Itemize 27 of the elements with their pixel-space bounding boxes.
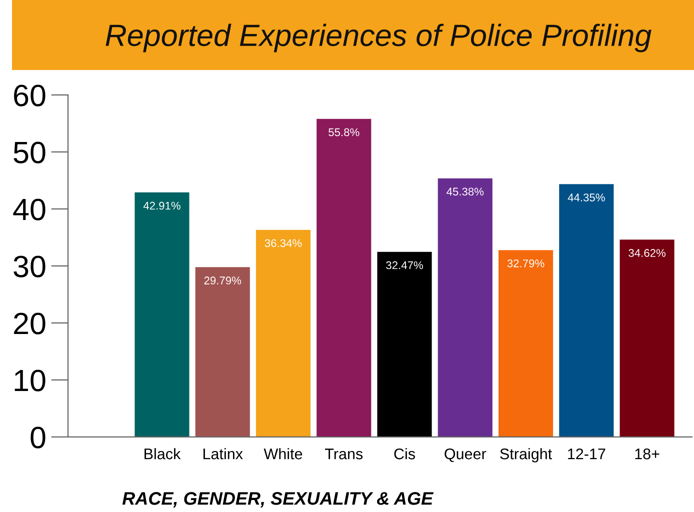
x-tick-label: Trans <box>324 448 363 460</box>
y-tick-label: 30 <box>14 256 46 278</box>
data-label: 32.79% <box>507 259 544 268</box>
x-tick-label: Queer <box>444 448 486 462</box>
data-label: 34.62% <box>628 249 666 257</box>
x-tick-label: Cis <box>394 448 415 460</box>
data-label: 45.38% <box>446 188 484 196</box>
x-tick-label: Black <box>144 448 181 460</box>
y-tick-label: 0 <box>30 426 46 448</box>
x-tick-label: 12-17 <box>568 448 606 460</box>
x-tick-label: White <box>264 448 302 460</box>
y-tick-label: 50 <box>14 142 46 164</box>
data-label: 36.34% <box>264 239 302 248</box>
data-label: 32.47% <box>386 261 423 270</box>
x-tick-label: 18+ <box>635 448 660 460</box>
y-tick-label: 40 <box>13 198 46 220</box>
x-tick-label: Straight <box>500 448 552 462</box>
chart-title: Reported Experiences of Police Profiling <box>106 24 652 52</box>
data-label: 42.91% <box>143 202 180 210</box>
x-tick-label: Latinx <box>203 448 243 460</box>
data-label: 29.79% <box>204 276 242 284</box>
y-tick-label: 20 <box>14 312 46 334</box>
y-tick-label: 10 <box>14 370 46 392</box>
y-tick-label: 60 <box>14 84 46 106</box>
data-label: 55.8% <box>328 128 360 136</box>
x-axis-title: RACE, GENDER, SEXUALITY & AGE <box>122 492 434 508</box>
data-label: 44.35% <box>568 194 605 202</box>
